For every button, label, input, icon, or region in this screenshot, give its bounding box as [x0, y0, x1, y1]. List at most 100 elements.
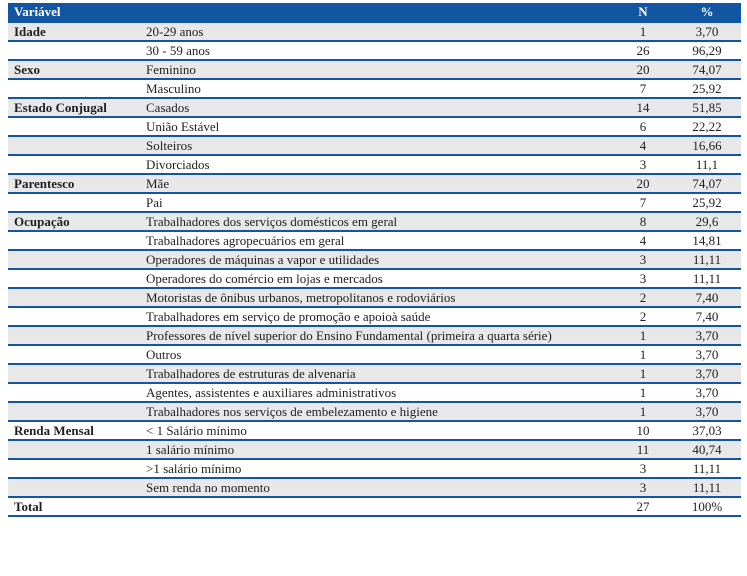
row-percent-value: 3,70 — [695, 403, 719, 419]
table-row: Ocupação Trabalhadores dos serviços domé… — [8, 212, 741, 231]
table-row: Renda Mensal < 1 Salário mínimo 10 37,03 — [8, 421, 741, 440]
row-group-label — [8, 231, 140, 250]
row-group-label — [8, 288, 140, 307]
row-percent-value: 22,22 — [692, 118, 722, 134]
row-category-label: 30 - 59 anos — [146, 42, 210, 58]
table-row: >1 salário mínimo 3 11,11 — [8, 459, 741, 478]
row-percent-value: 40,74 — [692, 441, 722, 457]
table-header: Variável N % — [8, 3, 741, 22]
table-row: Total 27 100% — [8, 497, 741, 516]
row-group-label — [8, 440, 140, 459]
row-category-label: Divorciados — [146, 156, 210, 172]
row-percent-value: 7,40 — [695, 308, 719, 324]
row-percent-value: 11,11 — [692, 270, 722, 286]
row-n-value: 20 — [636, 61, 650, 77]
row-n-value: 14 — [636, 99, 650, 115]
row-category-label: Trabalhadores agropecuários em geral — [146, 232, 345, 248]
row-percent-value: 29,6 — [695, 213, 719, 229]
row-percent-value: 74,07 — [692, 61, 722, 77]
document-page: Variável N % Idade 20-29 anos 1 3,70 30 … — [8, 3, 741, 516]
table-row: Motoristas de ônibus urbanos, metropolit… — [8, 288, 741, 307]
row-category-label: Trabalhadores dos serviços domésticos em… — [146, 213, 398, 229]
row-category-label: Pai — [146, 194, 163, 210]
row-n-value: 1 — [639, 346, 647, 362]
row-n-value: 1 — [639, 384, 647, 400]
row-percent-value: 3,70 — [695, 384, 719, 400]
row-n-value: 2 — [639, 289, 647, 305]
row-category-label: Outros — [146, 346, 182, 362]
row-n-value: 1 — [639, 327, 647, 343]
row-category-label: Agentes, assistentes e auxiliares admini… — [146, 384, 397, 400]
table-row: Pai 7 25,92 — [8, 193, 741, 212]
table-row: Trabalhadores agropecuários em geral 4 1… — [8, 231, 741, 250]
table-row: Trabalhadores em serviço de promoção e a… — [8, 307, 741, 326]
row-group-label — [8, 307, 140, 326]
row-percent-value: 11,11 — [692, 479, 722, 495]
row-category-label: Solteiros — [146, 137, 193, 153]
table-row: Estado Conjugal Casados 14 51,85 — [8, 98, 741, 117]
row-category-label: União Estável — [146, 118, 220, 134]
row-n-value: 1 — [639, 365, 647, 381]
table-row: Solteiros 4 16,66 — [8, 136, 741, 155]
row-category-label: Mãe — [146, 175, 170, 191]
row-group-label: Ocupação — [14, 213, 70, 229]
row-n-value: 26 — [636, 42, 650, 58]
row-n-value: 8 — [639, 213, 647, 229]
row-percent-value: 3,70 — [695, 327, 719, 343]
row-n-value: 3 — [639, 156, 647, 172]
row-n-value: 11 — [636, 441, 650, 457]
header-variable: Variável — [14, 4, 61, 19]
row-category-label: Professores de nível superior do Ensino … — [146, 327, 552, 343]
row-percent-value: 100% — [691, 498, 723, 514]
table-row: Masculino 7 25,92 — [8, 79, 741, 98]
table-row: Idade 20-29 anos 1 3,70 — [8, 22, 741, 41]
row-percent-value: 51,85 — [692, 99, 722, 115]
row-n-value: 3 — [639, 270, 647, 286]
row-group-label — [8, 155, 140, 174]
row-n-value: 4 — [639, 232, 647, 248]
row-percent-value: 37,03 — [692, 422, 722, 438]
row-n-value: 1 — [639, 403, 647, 419]
row-n-value: 3 — [639, 460, 647, 476]
row-n-value: 4 — [639, 137, 647, 153]
table-row: Divorciados 3 11,1 — [8, 155, 741, 174]
row-group-label — [8, 250, 140, 269]
row-percent-value: 11,11 — [692, 460, 722, 476]
row-category-label — [140, 497, 613, 516]
row-category-label: Trabalhadores nos serviços de embelezame… — [146, 403, 438, 419]
row-percent-value: 11,11 — [692, 251, 722, 267]
table-row: 1 salário mínimo 11 40,74 — [8, 440, 741, 459]
row-category-label: Masculino — [146, 80, 201, 96]
row-group-label — [8, 459, 140, 478]
row-category-label: Feminino — [146, 61, 196, 77]
row-group-label — [8, 136, 140, 155]
row-category-label: Trabalhadores de estruturas de alvenaria — [146, 365, 356, 381]
table-row: Operadores de máquinas a vapor e utilida… — [8, 250, 741, 269]
row-n-value: 10 — [636, 422, 650, 438]
row-percent-value: 25,92 — [692, 194, 722, 210]
row-category-label: Sem renda no momento — [146, 479, 270, 495]
row-n-value: 7 — [639, 80, 647, 96]
header-percent: % — [700, 4, 714, 19]
table-row: Parentesco Mãe 20 74,07 — [8, 174, 741, 193]
row-n-value: 27 — [636, 498, 650, 514]
table-row: 30 - 59 anos 26 96,29 — [8, 41, 741, 60]
row-percent-value: 74,07 — [692, 175, 722, 191]
row-n-value: 20 — [636, 175, 650, 191]
row-group-label — [8, 364, 140, 383]
row-n-value: 1 — [639, 23, 647, 39]
row-category-label: Casados — [146, 99, 190, 115]
row-percent-value: 14,81 — [692, 232, 722, 248]
header-row: Variável N % — [8, 3, 741, 22]
table-row: Agentes, assistentes e auxiliares admini… — [8, 383, 741, 402]
row-group-label: Sexo — [14, 61, 40, 77]
table-row: Professores de nível superior do Ensino … — [8, 326, 741, 345]
row-category-label: Operadores de máquinas a vapor e utilida… — [146, 251, 380, 267]
row-percent-value: 7,40 — [695, 289, 719, 305]
row-group-label — [8, 345, 140, 364]
row-group-label — [8, 117, 140, 136]
row-category-label: < 1 Salário mínimo — [146, 422, 247, 438]
row-category-label: Trabalhadores em serviço de promoção e a… — [146, 308, 431, 324]
row-percent-value: 16,66 — [692, 137, 722, 153]
row-group-label — [8, 269, 140, 288]
